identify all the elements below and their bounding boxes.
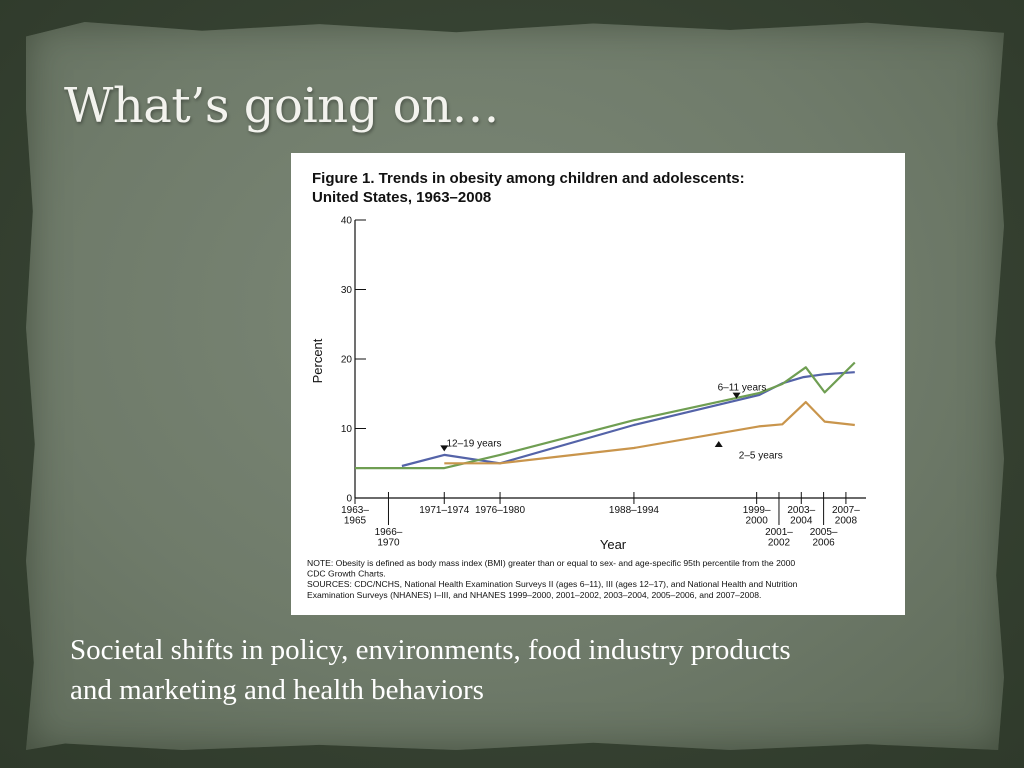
chart-notes: NOTE: Obesity is defined as body mass in… (307, 558, 798, 600)
y-tick-label: 30 (341, 285, 353, 296)
x-tick-label: 1970 (377, 538, 400, 549)
y-tick-label: 40 (341, 216, 353, 227)
x-tick-label: 1966– (375, 527, 403, 538)
series-line (401, 371, 855, 468)
x-tick-label: 1976–1980 (475, 505, 525, 516)
obesity-trend-figure: Figure 1. Trends in obesity among childr… (291, 153, 905, 615)
chart-series (355, 361, 856, 470)
series-line (444, 401, 855, 465)
chart-note-line: CDC Growth Charts. (307, 569, 386, 579)
x-tick-label: 1988–1994 (609, 505, 659, 516)
chart-note-line: SOURCES: CDC/NCHS, National Health Exami… (307, 579, 798, 589)
x-tick-label: 2006 (812, 538, 835, 549)
caption-line-2: and marketing and health behaviors (70, 674, 484, 706)
chart-title-line-1: Figure 1. Trends in obesity among childr… (312, 170, 745, 187)
chart-annotations: 6–11 years 12–19 years 2–5 years (440, 382, 783, 461)
y-tick-label: 0 (346, 494, 352, 505)
label-arrow-marker (714, 441, 723, 448)
label-arrow-marker (732, 392, 741, 399)
x-tick-label: 2000 (746, 516, 769, 527)
y-axis-label: Percent (310, 338, 325, 383)
chart-note-line: NOTE: Obesity is defined as body mass in… (307, 558, 795, 568)
series-label: 12–19 years (446, 439, 501, 450)
chart-title-line-2: United States, 1963–2008 (312, 189, 491, 206)
line-chart: Figure 1. Trends in obesity among childr… (307, 170, 866, 600)
x-tick-label: 1963– (341, 505, 369, 516)
x-tick-label: 2005– (810, 527, 838, 538)
slide-caption: Societal shifts in policy, environments,… (70, 630, 1000, 710)
x-tick-label: 2001– (765, 527, 793, 538)
x-tick-label: 2007– (832, 505, 860, 516)
slide-title: What’s going on… (64, 78, 500, 134)
x-tick-label: 1971–1974 (419, 505, 469, 516)
y-tick-label: 20 (341, 355, 353, 366)
caption-line-1: Societal shifts in policy, environments,… (70, 634, 791, 666)
y-tick-label: 10 (341, 424, 353, 435)
x-tick-label: 2004 (790, 516, 813, 527)
x-tick-label: 2008 (835, 516, 858, 527)
chart-note-line: Examination Surveys (NHANES) I–III, and … (307, 590, 761, 600)
x-axis-label: Year (600, 537, 627, 552)
label-arrow-marker (440, 445, 449, 452)
series-label: 2–5 years (739, 450, 783, 461)
chart-axes: 0 10 20 30 40 1963–1965 1966–1970 1971–1974 1976… (341, 216, 866, 549)
series-label: 6–11 years (718, 382, 767, 393)
x-tick-label: 1999– (743, 505, 771, 516)
x-tick-label: 1965 (344, 516, 367, 527)
x-tick-label: 2002 (768, 538, 791, 549)
x-tick-label: 2003– (787, 505, 815, 516)
